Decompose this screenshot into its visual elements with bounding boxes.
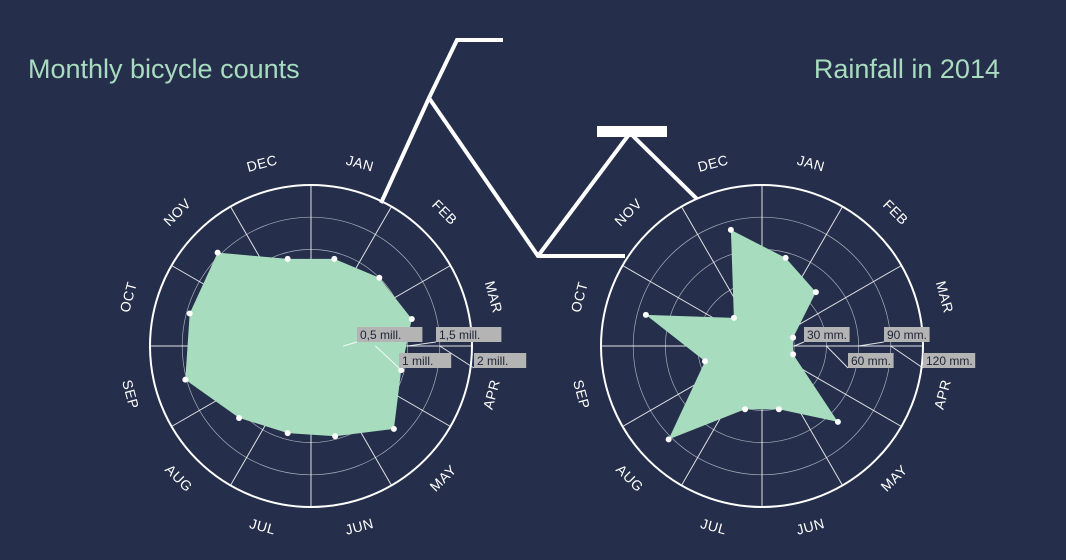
data-point-jan [331, 255, 338, 262]
month-label-aug: AUG [162, 461, 196, 495]
chart-title-rainfall: Rainfall in 2014 [814, 54, 1000, 84]
data-point-sep [182, 376, 189, 383]
month-label-dec: DEC [245, 151, 279, 174]
data-point-mar [790, 334, 797, 341]
tick-leader-line [858, 341, 885, 347]
data-point-feb [376, 274, 383, 281]
month-label-oct: OCT [116, 280, 139, 314]
month-label-jun: JUN [343, 515, 375, 538]
tick-leader-line [375, 345, 400, 369]
data-point-jan [782, 254, 789, 261]
data-point-dec [727, 226, 734, 233]
month-label-feb: FEB [880, 196, 912, 228]
data-point-jul [742, 406, 749, 413]
tick-label-box [848, 353, 894, 368]
tick-labels: 0,5 mill.1 mill. 1,5 mill. 2 mill. [343, 327, 527, 369]
tick-leader-line [890, 345, 924, 369]
tick-label: 0,5 mill. [360, 328, 401, 342]
data-point-jun [332, 433, 339, 440]
month-label-aug: AUG [613, 461, 647, 495]
data-point-sep [701, 358, 708, 365]
month-label-mar: MAR [933, 279, 957, 315]
data-point-jul [284, 430, 291, 437]
month-label-sep: SEP [570, 378, 593, 411]
tick-label-box [884, 327, 930, 342]
data-point-aug [665, 436, 672, 443]
data-point-apr [790, 351, 797, 358]
tick-leader-line [794, 341, 805, 347]
tick-label: 90 mm. [887, 328, 927, 342]
month-label-may: MAY [877, 461, 910, 494]
tick-label: 30 mm. [807, 328, 847, 342]
month-label-jun: JUN [794, 515, 826, 538]
tick-label: 2 mill. [477, 354, 508, 368]
tick-label: 120 mm. [926, 354, 973, 368]
data-point-aug [236, 414, 243, 421]
data-area [185, 252, 412, 437]
month-label-nov: NOV [160, 195, 194, 229]
bicycle-saddle [597, 126, 667, 137]
tick-label-box [923, 353, 976, 368]
data-point-nov [730, 314, 737, 321]
month-label-jan: JAN [344, 152, 375, 175]
month-label-sep: SEP [119, 378, 142, 411]
outer-circle [149, 184, 473, 508]
radar-chart-bicycle-counts: JAN FEB MAR APR MAY JUN JUL AUG SEP OCT NOV DEC 0,5 … [116, 151, 527, 538]
data-point-oct [642, 311, 649, 318]
tick-label-box [436, 327, 502, 342]
data-point-mar [408, 315, 415, 322]
chart-title-bicycle: Monthly bicycle counts [28, 54, 300, 84]
data-point-jun [775, 406, 782, 413]
radar-chart-rainfall: JAN FEB MAR APR MAY JUN JUL AUG SEP OCT NOV DEC 30 m… [567, 151, 976, 538]
tick-label: 60 mm. [851, 354, 891, 368]
month-label-jul: JUL [699, 515, 729, 537]
data-point-may [390, 425, 397, 432]
frame-top-tube-and-chainstay [427, 96, 625, 258]
month-label-jan: JAN [795, 152, 826, 175]
data-point-oct [186, 310, 193, 317]
frame-handlebar-and-fork [379, 38, 503, 204]
tick-label-box [804, 327, 850, 342]
month-label-feb: FEB [429, 196, 461, 228]
tick-leader-line [407, 341, 437, 347]
tick-label: 1,5 mill. [439, 328, 480, 342]
outer-circle [600, 184, 924, 508]
tick-label-box [357, 327, 423, 342]
tick-leader-line [439, 345, 475, 369]
month-label-jul: JUL [248, 515, 278, 537]
tick-label: 1 mill. [402, 354, 433, 368]
tick-labels: 30 mm. 60 mm. 90 mm. 120 mm. [794, 327, 976, 369]
month-label-oct: OCT [567, 280, 590, 314]
data-area [645, 229, 838, 440]
tick-leader-line [343, 341, 358, 347]
data-point-apr [398, 367, 405, 374]
month-label-mar: MAR [482, 279, 506, 315]
data-point-dec [284, 255, 291, 262]
month-label-nov: NOV [611, 195, 645, 229]
data-point-nov [214, 249, 221, 256]
month-label-dec: DEC [696, 151, 730, 174]
frame-seat-tube [536, 129, 699, 258]
month-label-apr: APR [931, 378, 954, 411]
month-label-may: MAY [426, 461, 459, 494]
data-point-may [834, 418, 841, 425]
bicycle-frame [379, 38, 699, 258]
month-label-apr: APR [480, 378, 503, 411]
tick-leader-line [826, 345, 849, 369]
tick-label-box [399, 353, 452, 368]
data-point-feb [812, 289, 819, 296]
tick-label-box [474, 353, 527, 368]
